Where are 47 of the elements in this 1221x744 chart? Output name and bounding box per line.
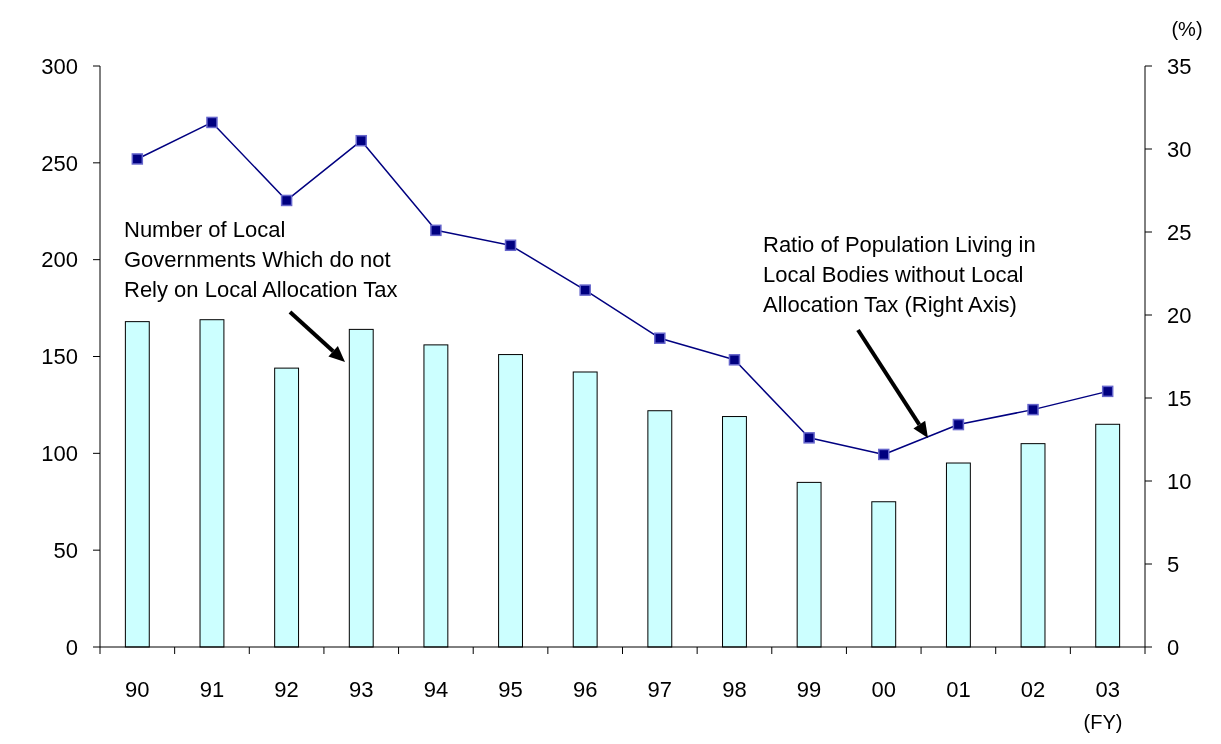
x-tick-label: 93 xyxy=(349,677,374,702)
x-tick-label: 95 xyxy=(498,677,523,702)
y-tick-label: 50 xyxy=(53,537,78,563)
x-tick-label: 97 xyxy=(647,677,673,702)
y-tick-label: 200 xyxy=(41,247,78,273)
x-axis-title: (FY) xyxy=(1083,711,1123,733)
y2-tick-label: 25 xyxy=(1167,219,1192,245)
y2-tick-label: 0 xyxy=(1167,634,1180,660)
annotation: Ratio of Population Living in Local Bodies without Local Allocation Tax (Right Axis) xyxy=(763,232,1036,317)
point xyxy=(803,432,815,444)
point xyxy=(952,418,965,431)
point xyxy=(504,239,517,252)
y2-tick-label: 5 xyxy=(1167,551,1180,577)
point xyxy=(206,116,218,129)
y2-tick-label: 30 xyxy=(1167,136,1192,162)
point xyxy=(1027,403,1039,416)
point xyxy=(355,134,367,147)
x-tick-label: 01 xyxy=(946,677,971,702)
x-tick-label: 94 xyxy=(423,677,449,702)
y-tick-label: 250 xyxy=(41,150,78,176)
point xyxy=(430,224,442,237)
point xyxy=(579,284,591,296)
point xyxy=(131,153,144,165)
y2-tick-label: 20 xyxy=(1167,302,1192,328)
y-tick-label: 150 xyxy=(41,344,78,370)
x-tick-label: 91 xyxy=(199,677,225,702)
point xyxy=(654,332,666,344)
point xyxy=(878,448,890,461)
point xyxy=(728,354,741,366)
y-tick-label: 100 xyxy=(41,441,78,467)
x-tick-label: 99 xyxy=(796,677,822,702)
x-tick-label: 03 xyxy=(1095,677,1120,702)
y2-tick-label: 35 xyxy=(1167,53,1192,79)
point xyxy=(280,194,293,207)
x-tick-label: 96 xyxy=(572,677,598,702)
annotation: Number of Local Governments Which do not Rely on Local Allocation Tax xyxy=(124,217,398,302)
x-tick-label: 00 xyxy=(871,677,896,702)
x-tick-label: 98 xyxy=(722,677,747,702)
y-tick-label: 300 xyxy=(41,53,78,79)
y2-axis-title: (%) xyxy=(1171,18,1203,40)
y2-tick-label: 15 xyxy=(1167,385,1192,411)
x-tick-label: 92 xyxy=(274,677,299,702)
y-tick-label: 0 xyxy=(65,634,78,660)
point xyxy=(1101,385,1114,398)
x-tick-label: 02 xyxy=(1020,677,1046,702)
y2-tick-label: 10 xyxy=(1167,468,1192,494)
x-tick-label: 90 xyxy=(125,677,150,702)
